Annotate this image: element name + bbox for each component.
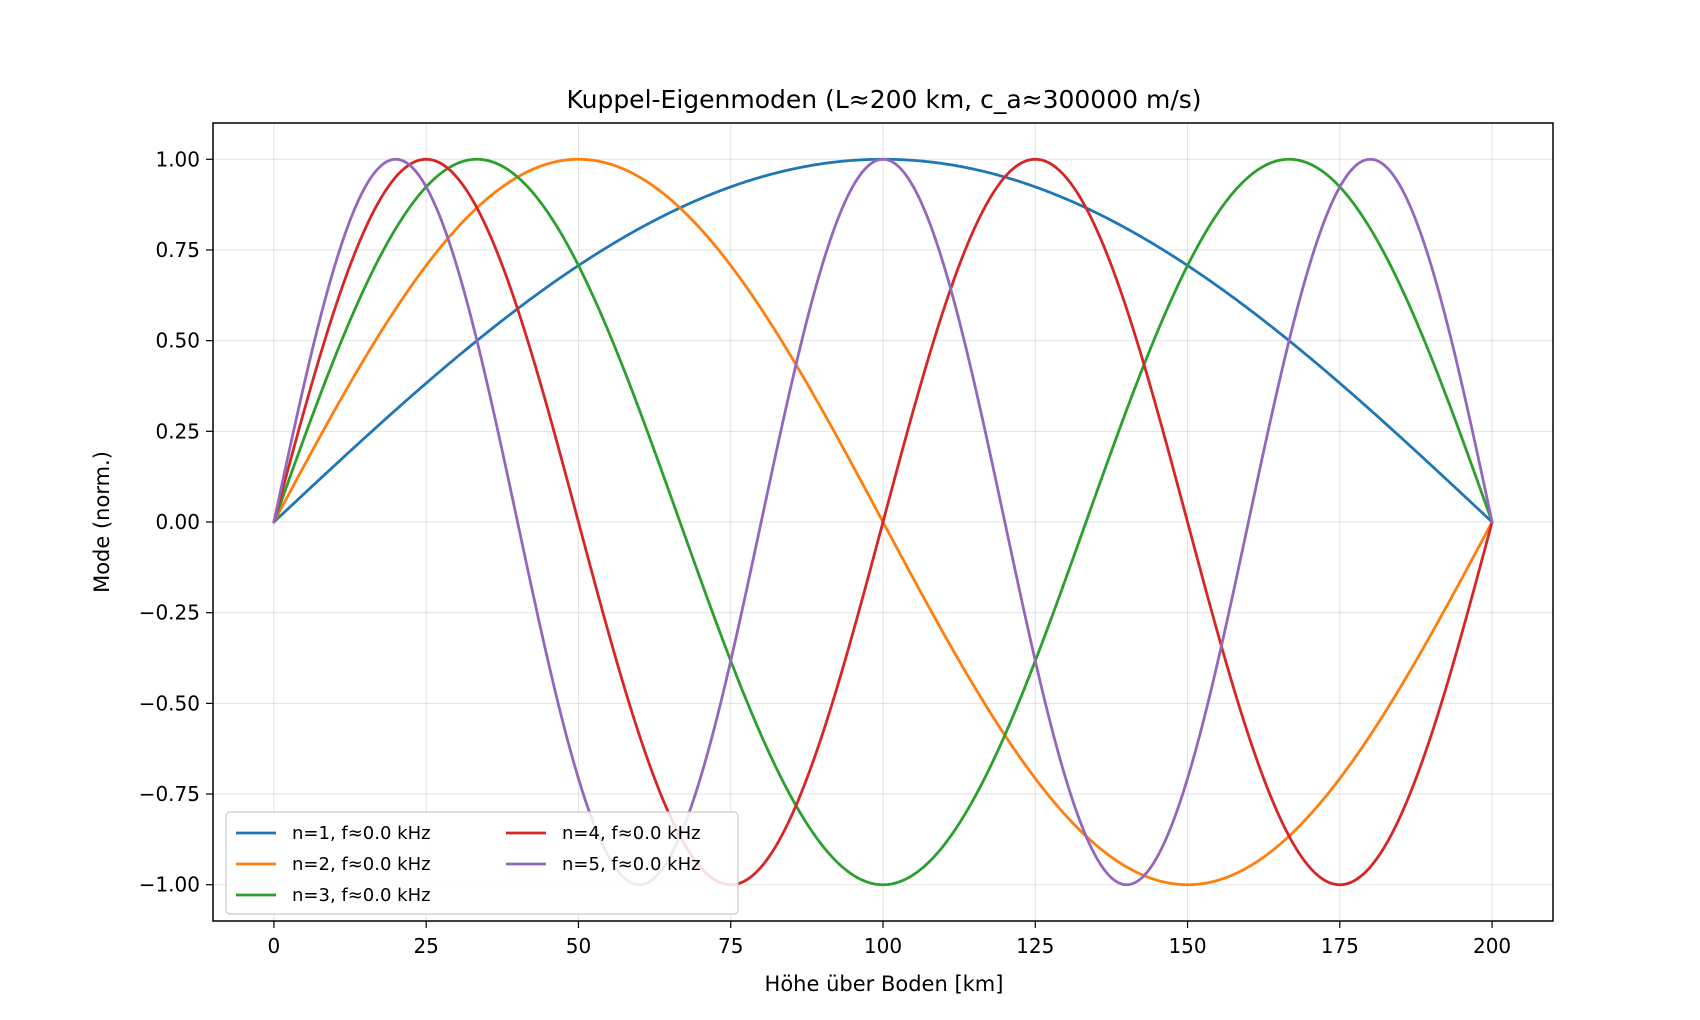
x-tick-label: 125 — [1016, 934, 1054, 958]
legend-entry-label: n=2, f≈0.0 kHz — [292, 854, 431, 875]
y-tick-label: 0.50 — [155, 329, 200, 353]
x-axis-label: Höhe über Boden [km] — [765, 972, 1004, 996]
chart-title: Kuppel-Eigenmoden (L≈200 km, c_a≈300000 … — [566, 85, 1201, 114]
x-tick-label: 75 — [718, 934, 743, 958]
y-tick-label: −0.25 — [139, 601, 200, 625]
series-line-n4 — [272, 157, 1494, 887]
legend: n=1, f≈0.0 kHz n=2, f≈0.0 kHz n=3, f≈0.0 k… — [225, 811, 739, 915]
y-tick-label: −0.75 — [139, 782, 200, 806]
series-line-n5 — [272, 157, 1494, 887]
y-axis-label: Mode (norm.) — [90, 451, 114, 593]
series-layer — [272, 157, 1494, 887]
y-axis: 1.00 0.75 0.50 0.25 0.00 −0.25 −0.50 −0.75 −1.00 — [139, 147, 213, 897]
y-tick-label: −0.50 — [139, 691, 200, 715]
y-tick-label: 0.00 — [155, 510, 200, 534]
legend-entry-label: n=5, f≈0.0 kHz — [562, 854, 701, 875]
legend-entry-label: n=3, f≈0.0 kHz — [292, 885, 431, 906]
legend-box — [225, 811, 739, 915]
y-tick-label: 1.00 — [155, 147, 200, 171]
y-tick-label: 0.75 — [155, 238, 200, 262]
x-tick-label: 0 — [268, 934, 281, 958]
series-line-n3 — [272, 157, 1494, 887]
x-tick-label: 200 — [1473, 934, 1511, 958]
x-axis: 0 25 50 75 100 125 150 175 200 — [268, 921, 1511, 958]
x-tick-label: 100 — [864, 934, 902, 958]
y-tick-label: −1.00 — [139, 873, 200, 897]
legend-entry-label: n=1, f≈0.0 kHz — [292, 823, 431, 844]
x-tick-label: 25 — [413, 934, 438, 958]
y-tick-label: 0.25 — [155, 419, 200, 443]
legend-entry-label: n=4, f≈0.0 kHz — [562, 823, 701, 844]
x-tick-label: 150 — [1168, 934, 1206, 958]
x-tick-label: 175 — [1321, 934, 1359, 958]
x-tick-label: 50 — [566, 934, 591, 958]
